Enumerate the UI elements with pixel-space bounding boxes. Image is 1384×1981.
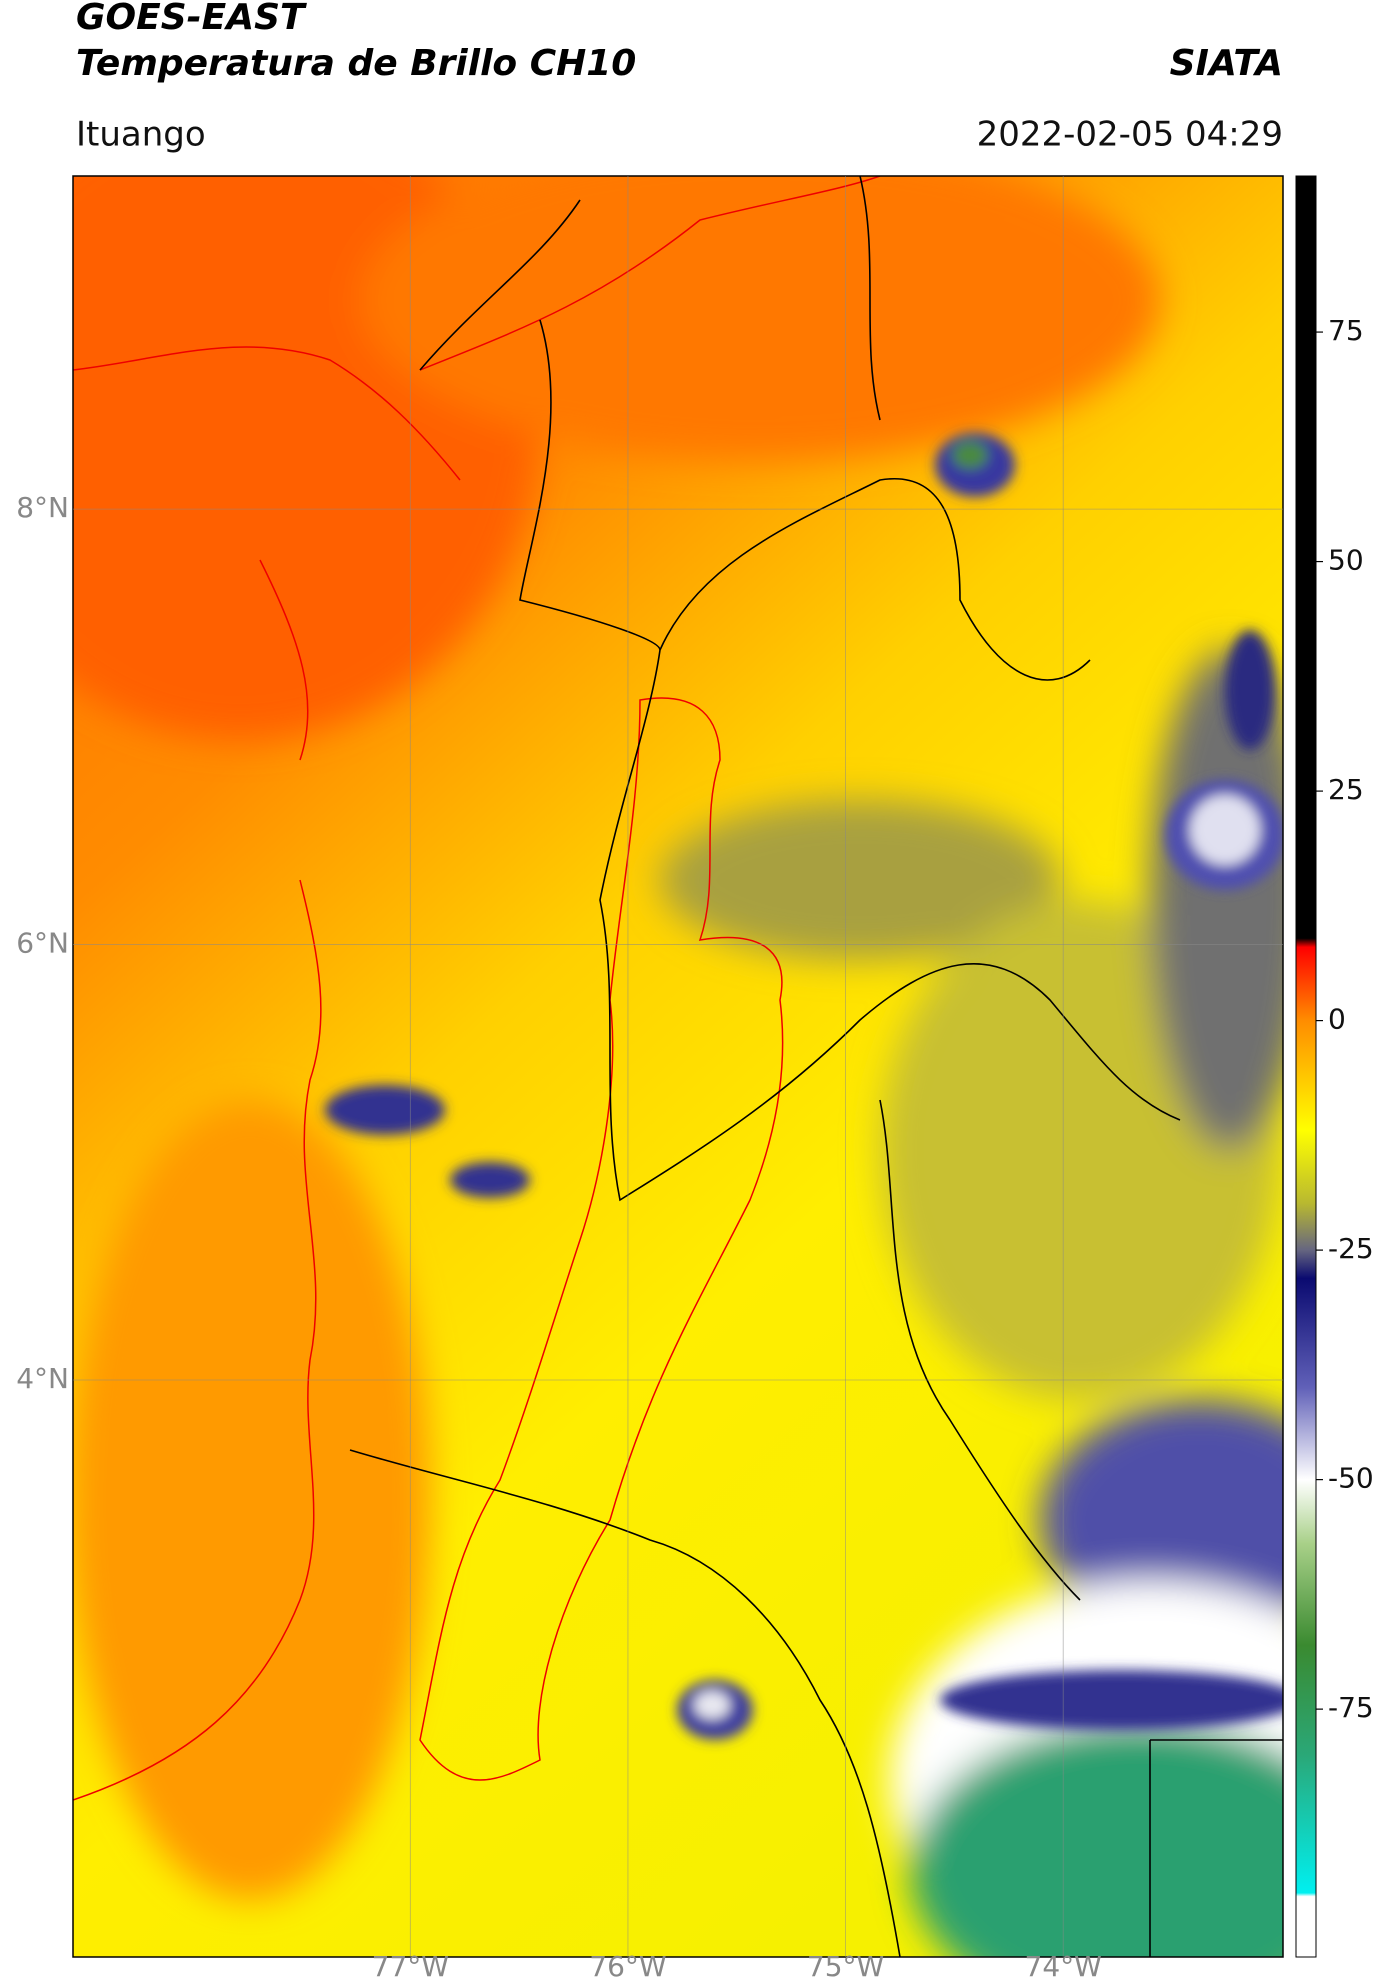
lon-tick-label: 74°W [1025,1950,1102,1981]
lon-tick-label: 76°W [589,1950,666,1981]
timestamp: 2022-02-05 04:29 [977,115,1283,155]
colorbar-tick-label: 50 [1328,544,1364,577]
lat-tick-label: 6°N [16,927,69,960]
lat-tick-label: 8°N [16,491,69,524]
subtitle: Temperatura de Brillo CH10 [76,43,636,84]
colorbar-tick-label: -25 [1328,1232,1374,1265]
lon-tick-label: 77°W [372,1950,449,1981]
colorbar-tick-label: 0 [1328,1003,1346,1036]
colorbar-tick-label: 25 [1328,773,1364,806]
lon-tick-label: 75°W [807,1950,884,1981]
title: GOES-EAST [76,0,307,38]
colorbar-tick-label: -50 [1328,1462,1374,1495]
brand: SIATA [1170,43,1283,84]
colorbar [1295,175,1317,1958]
colorbar-tick-label: 75 [1328,314,1364,347]
lat-tick-label: 4°N [16,1362,69,1395]
colorbar-tick-label: -75 [1328,1691,1374,1724]
map-frame [72,175,1284,1958]
location: Ituango [76,115,206,155]
map-image [73,176,1283,1957]
